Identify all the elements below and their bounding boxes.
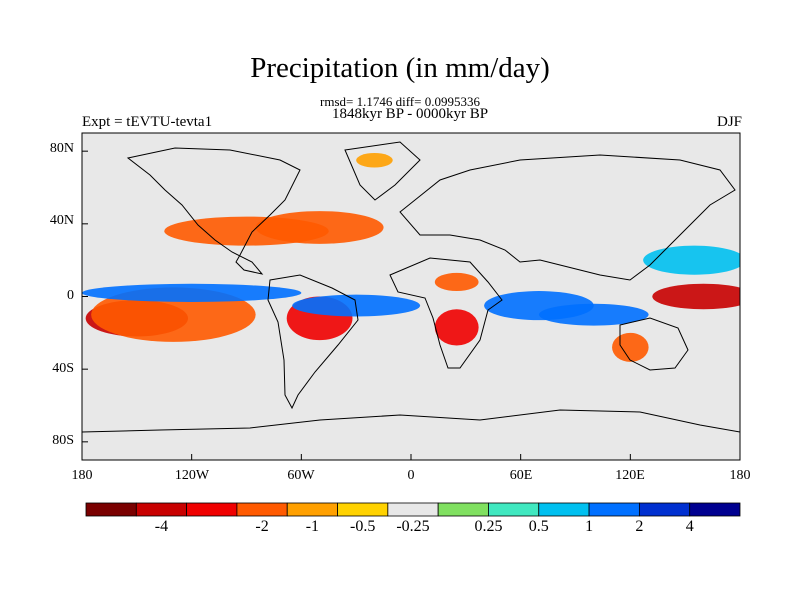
anomaly-region: [255, 211, 384, 244]
anomaly-region: [434, 272, 479, 292]
map-area: [82, 133, 740, 460]
lat-tick-label: 80N: [49, 141, 74, 156]
colorbar-label: 4: [685, 518, 694, 535]
anomaly-region: [434, 309, 479, 346]
colorbar-swatch: [186, 502, 238, 517]
lon-tick-label: 60W: [287, 468, 315, 483]
colorbar-label: -1: [305, 518, 320, 535]
lat-tick-label: 40S: [52, 361, 74, 376]
coast-north-america: [126, 147, 301, 275]
colorbar-swatch: [538, 502, 590, 517]
colorbar-swatch: [689, 502, 741, 517]
coast-eurasia: [399, 154, 736, 281]
lon-tick-label: 120E: [615, 468, 645, 483]
colorbar: [85, 502, 741, 517]
axis-ticks: [81, 150, 741, 460]
colorbar-swatch: [488, 502, 540, 517]
lon-tick-label: 120W: [174, 468, 210, 483]
colorbar-swatch: [437, 502, 489, 517]
colorbar-swatch: [85, 502, 137, 517]
anomaly-region: [356, 152, 393, 168]
coast-australia: [619, 317, 689, 371]
colorbar-label: -0.5: [350, 518, 376, 535]
colorbar-label: -2: [255, 518, 269, 535]
map-title: Precipitation (in mm/day): [250, 52, 550, 84]
colorbar-label: -4: [154, 518, 169, 535]
anomaly-region: [538, 303, 649, 326]
period-label: 1848kyr BP - 0000kyr BP: [331, 106, 489, 122]
lon-tick-label: 0: [407, 468, 415, 483]
colorbar-swatch: [236, 502, 288, 517]
colorbar-label: 0.25: [474, 518, 503, 535]
anomaly-region: [643, 245, 740, 275]
coastlines: [82, 141, 740, 433]
anomaly-region: [82, 283, 302, 302]
lat-tick-label: 0: [67, 288, 74, 303]
anomaly-region: [652, 283, 740, 310]
coast-greenland: [344, 141, 421, 201]
coast-africa: [389, 257, 503, 369]
colorbar-swatch: [135, 502, 188, 517]
season-label: DJF: [716, 114, 742, 130]
lat-tick-label: 80S: [52, 433, 74, 448]
colorbar-label: 0.5: [528, 518, 549, 535]
anomaly-region: [612, 332, 649, 362]
colorbar-swatch: [588, 502, 640, 517]
rmsd-subtitle: rmsd= 1.1746 diff= 0.0995336: [320, 94, 480, 109]
colorbar-swatch: [286, 502, 338, 517]
colorbar-label: 2: [635, 518, 644, 535]
lon-tick-label: 180: [729, 468, 751, 483]
colorbar-label: 1: [585, 518, 594, 535]
coast-south-america: [267, 274, 359, 410]
lon-tick-label: 60E: [509, 468, 533, 483]
colorbar-swatch: [337, 502, 389, 517]
experiment-label: Expt = tEVTU-tevta1: [82, 114, 213, 130]
colorbar-swatch: [387, 502, 439, 517]
colorbar-label: -0.25: [396, 518, 430, 535]
colorbar-swatch: [638, 502, 691, 517]
coast-antarctica: [82, 409, 740, 433]
lat-tick-label: 40N: [49, 213, 74, 228]
lon-tick-label: 180: [71, 468, 93, 483]
